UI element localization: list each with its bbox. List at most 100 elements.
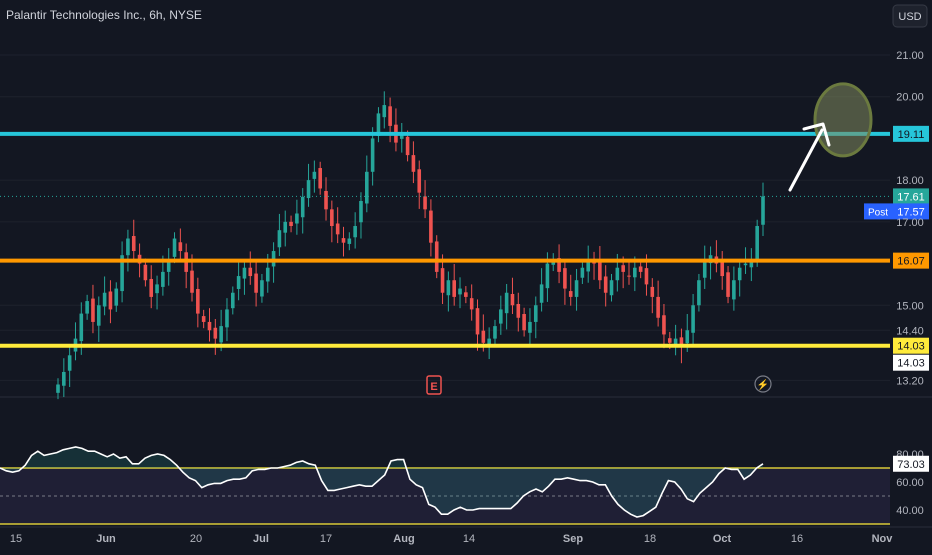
candle-body <box>347 238 352 244</box>
candle-body <box>429 210 433 243</box>
candle-body <box>335 223 340 235</box>
candle-body <box>102 292 107 307</box>
candle-body <box>516 303 521 318</box>
candle-body <box>504 292 509 314</box>
candle-body <box>702 259 707 278</box>
currency-button[interactable] <box>892 4 928 28</box>
time-tick-label: 16 <box>791 533 803 545</box>
level-price-tag <box>893 337 929 354</box>
earnings-marker-label: E <box>430 381 437 393</box>
arrow-shaft <box>788 128 824 192</box>
candle-body <box>166 259 171 272</box>
candle-body <box>481 330 486 343</box>
time-tick-label: 17 <box>320 533 332 545</box>
candle-body <box>487 338 491 346</box>
candle-body <box>638 266 643 272</box>
candle-body <box>67 355 72 371</box>
price-tick-label: 17.00 <box>896 217 924 229</box>
candle-body <box>324 190 328 210</box>
candle-body <box>633 267 637 278</box>
last-price-label: 17.61 <box>897 191 925 203</box>
candle-body <box>341 238 346 243</box>
candle-body <box>679 337 684 347</box>
candle-body <box>545 263 550 289</box>
level-price-tag <box>893 125 929 142</box>
candle-body <box>411 155 416 172</box>
post-market-price-tag <box>893 203 929 220</box>
candle-body <box>726 272 730 297</box>
candle-body <box>201 316 206 322</box>
time-tick-label: Jun <box>96 533 116 545</box>
candle-body <box>131 236 136 252</box>
annotation-layer: E ⚡ <box>426 82 873 395</box>
candle-body <box>574 280 579 297</box>
post-market-tag: Post <box>868 207 888 218</box>
candle-body <box>388 106 392 126</box>
level-price-label: 19.11 <box>898 129 925 141</box>
candle-body <box>539 284 544 303</box>
earnings-marker-box <box>426 375 442 395</box>
currency-label: USD <box>898 11 921 23</box>
candle-body <box>277 230 282 248</box>
candle-body <box>732 280 736 300</box>
candle-body <box>405 136 410 156</box>
candle-body <box>685 330 690 344</box>
candle-body <box>528 321 532 333</box>
price-tick-label: 21.00 <box>896 50 924 62</box>
candle-body <box>737 267 742 281</box>
candle-body <box>662 315 666 335</box>
candle-body <box>108 291 113 310</box>
time-axis[interactable]: 15 Jun 20 Jul 17 Aug 14 Sep 18 Oct 16 Nov <box>10 533 893 545</box>
time-tick-label: Nov <box>872 533 894 545</box>
price-tick-label: 13.20 <box>896 375 924 387</box>
candle-body <box>114 288 119 306</box>
candle-body <box>382 105 387 118</box>
candle-body <box>586 259 591 272</box>
price-axis[interactable]: 21.00 20.00 18.00 17.00 15.00 14.40 13.20 <box>896 50 924 387</box>
candle-body <box>161 271 165 287</box>
candle-body <box>219 326 223 343</box>
candle-body <box>236 276 241 289</box>
candle-body <box>225 309 229 328</box>
candle-body <box>289 221 293 227</box>
price-tick-label: 18.00 <box>896 175 924 187</box>
symbol-title: Palantir Technologies Inc., 6h, NYSE <box>6 8 202 22</box>
candle-body <box>143 264 148 281</box>
candle-body <box>469 298 474 310</box>
target-circle <box>813 82 873 158</box>
candle-body <box>370 138 375 172</box>
candle-body <box>603 276 608 293</box>
candle-body <box>533 305 538 322</box>
level-price-tag <box>893 252 929 269</box>
rsi-overbought-fill <box>0 447 763 517</box>
dividend-marker-ring <box>754 375 772 393</box>
dividend-marker: ⚡ <box>754 375 772 393</box>
time-tick-label: Jul <box>253 533 269 545</box>
candle-body <box>230 292 235 309</box>
candle-body <box>755 226 759 261</box>
candle-body <box>85 301 89 314</box>
candle-body <box>673 338 678 345</box>
arrow-head <box>802 122 831 147</box>
candle-body <box>749 259 754 268</box>
time-tick-label: 15 <box>10 533 22 545</box>
price-tick-label: 14.40 <box>896 325 924 337</box>
candle-body <box>359 200 363 223</box>
level-price-tag <box>893 354 929 371</box>
candle-body <box>446 280 451 296</box>
candle-body <box>91 298 95 322</box>
candle-body <box>330 209 334 227</box>
candle-body <box>248 267 253 277</box>
candle-body <box>522 314 526 331</box>
rsi-last-tag <box>893 455 929 472</box>
post-market-badge <box>864 203 893 220</box>
candle-body <box>196 288 200 314</box>
candle-body <box>458 288 462 295</box>
candle-body <box>213 327 218 339</box>
candle-body <box>743 263 748 266</box>
candle-body <box>434 241 439 272</box>
candle-body <box>172 238 177 257</box>
